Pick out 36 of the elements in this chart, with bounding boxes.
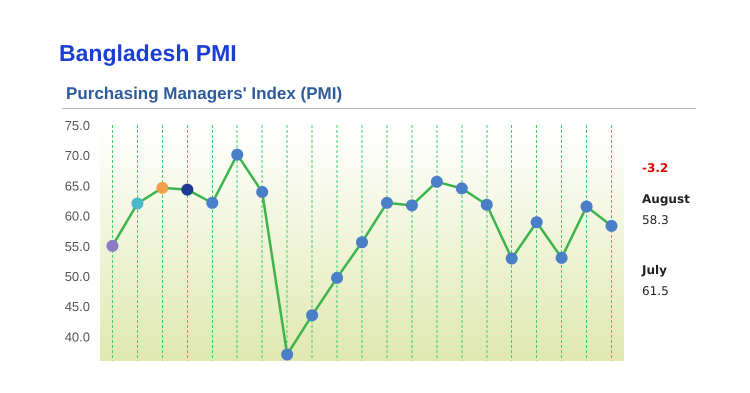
point	[606, 220, 618, 232]
text: July	[642, 263, 667, 277]
y-tick-label: 45.0	[64, 299, 90, 314]
y-tick-label: 55.0	[64, 238, 90, 254]
y-tick-label: 50.0	[64, 269, 90, 284]
y-tick-label: 65.0	[64, 178, 90, 194]
point	[206, 196, 218, 209]
point	[580, 200, 593, 213]
point	[156, 182, 168, 194]
point	[556, 252, 568, 264]
point	[530, 216, 543, 228]
chart-subtitle: Purchasing Managers' Index (PMI)	[66, 84, 342, 104]
point	[456, 182, 468, 194]
y-tick-label: 75.0	[64, 118, 90, 133]
y-tick-label: 70.0	[64, 148, 90, 164]
point	[131, 198, 144, 210]
point	[480, 198, 493, 211]
point	[231, 148, 244, 161]
text: August	[642, 192, 690, 206]
point	[106, 240, 118, 252]
point	[256, 186, 268, 198]
point	[406, 199, 418, 212]
point	[331, 272, 344, 284]
y-tick-label: 40.0	[64, 329, 90, 344]
text: 61.5	[642, 284, 669, 298]
chart-title: Bangladesh PMI	[59, 40, 237, 67]
point	[506, 252, 518, 265]
text: 58.3	[642, 213, 669, 227]
point	[281, 348, 294, 361]
point	[181, 184, 194, 196]
point	[380, 196, 393, 209]
point	[356, 236, 368, 248]
point	[430, 176, 443, 188]
text: -3.2	[642, 161, 668, 175]
y-tick-label: 60.0	[64, 208, 90, 224]
point	[306, 309, 318, 322]
